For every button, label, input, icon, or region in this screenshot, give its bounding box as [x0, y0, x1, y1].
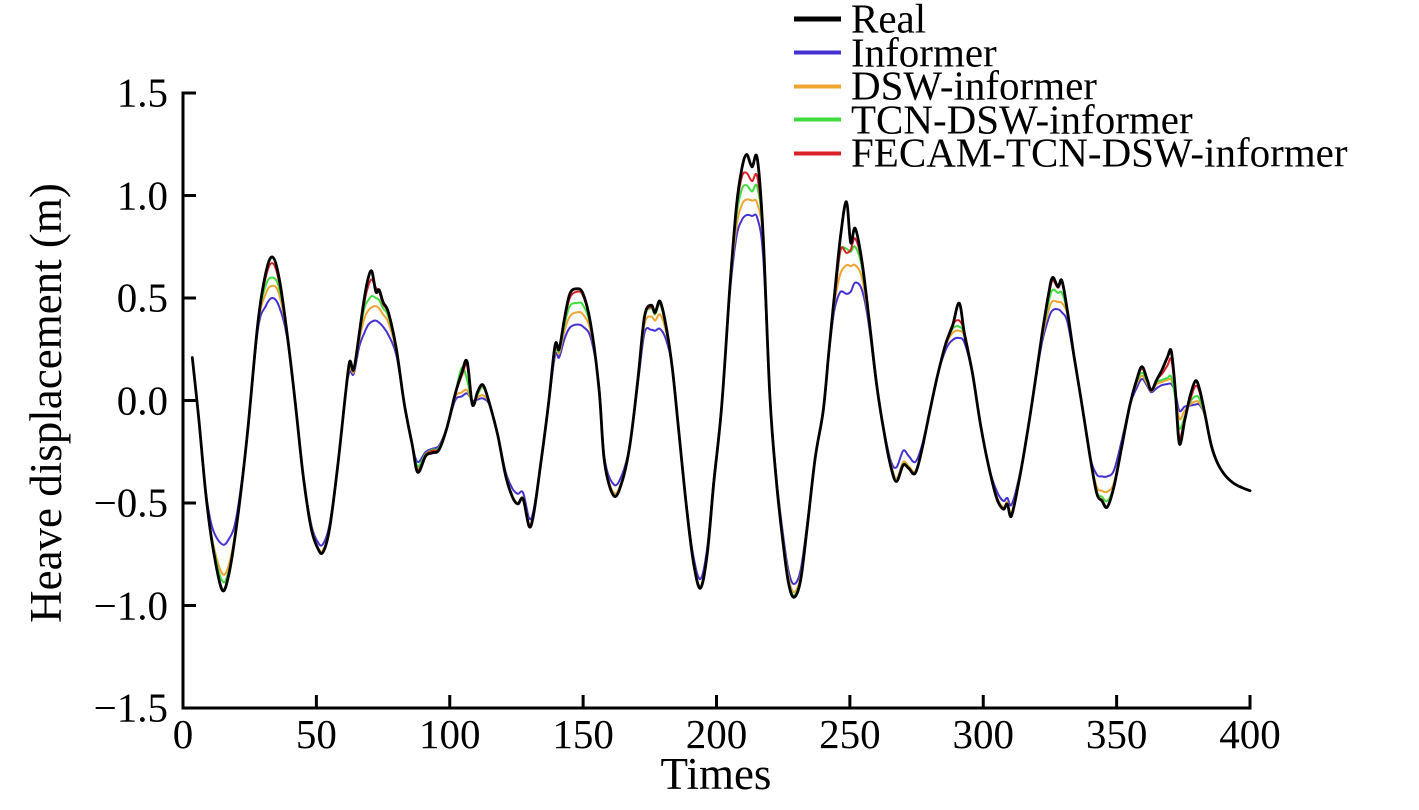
legend-entry: Real — [794, 0, 926, 40]
y-tick-label: −1.0 — [93, 582, 168, 628]
axes — [181, 91, 1252, 710]
legend-label: Real — [851, 0, 927, 42]
legend-entry: Informer — [794, 32, 997, 73]
y-tick-label: −1.5 — [93, 684, 168, 731]
series-lines — [190, 153, 1252, 599]
legend-swatch — [794, 151, 841, 155]
legend-label: DSW-informer — [851, 62, 1097, 109]
legend-label: FECAM-TCN-DSW-informer — [851, 129, 1348, 176]
legend-swatch — [794, 84, 841, 88]
x-tick-label: 50 — [295, 711, 337, 757]
series-line-real — [190, 153, 1252, 599]
legend-swatch — [794, 117, 841, 122]
x-tick-label: 0 — [172, 711, 194, 757]
legend-swatch — [794, 50, 841, 55]
y-tick-label: 0.5 — [116, 274, 168, 321]
x-tick-label: 400 — [1219, 711, 1281, 757]
x-tick-label: 100 — [419, 711, 481, 757]
legend-label: TCN-DSW-informer — [851, 96, 1193, 142]
series-line-tcn-dsw-informer — [191, 183, 1251, 597]
legend-entry: FECAM-TCN-DSW-informer — [794, 129, 1348, 176]
legend-label: Informer — [851, 29, 997, 75]
y-tick-label: −0.5 — [93, 479, 168, 526]
legend-swatch — [794, 16, 841, 22]
y-tick-label: 0.0 — [116, 377, 168, 423]
y-axis-title: Heave displacement (m) — [21, 183, 71, 623]
legend-entry: DSW-informer — [794, 62, 1097, 109]
x-tick-label: 350 — [1085, 711, 1148, 757]
y-tick-label: 1.0 — [116, 172, 168, 218]
axis-spines — [181, 91, 1252, 710]
x-tick-label: 150 — [552, 711, 614, 757]
legend-entry: TCN-DSW-informer — [794, 99, 1193, 140]
x-tick-label: 250 — [819, 711, 881, 757]
x-tick-label: 200 — [685, 711, 748, 757]
x-axis-title: Times — [660, 749, 772, 799]
series-line-fecam-tcn-dsw-informer — [191, 171, 1251, 598]
x-tick-label: 300 — [952, 711, 1015, 757]
y-tick-label: 1.5 — [116, 69, 168, 116]
